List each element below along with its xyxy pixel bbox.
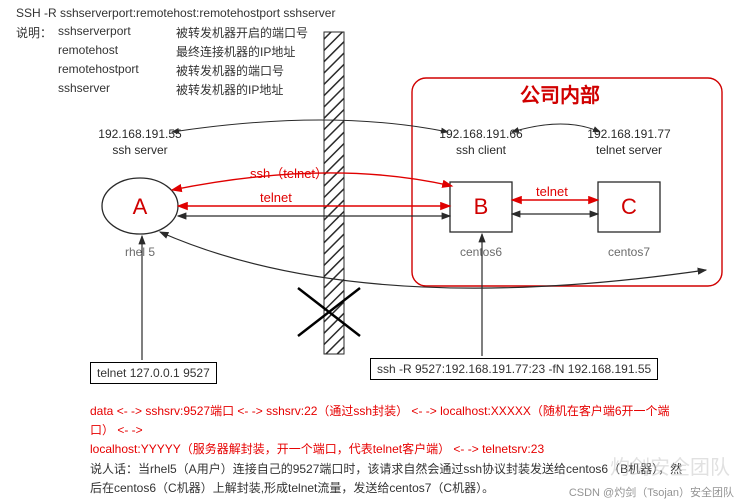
- node-c-os: centos7: [608, 245, 650, 259]
- label-telnet-ab: telnet: [260, 190, 292, 205]
- node-c-ip: 192.168.191.77: [587, 127, 671, 141]
- link-ip-ab: [172, 120, 448, 132]
- node-c-role: telnet server: [596, 143, 662, 157]
- credit-text: CSDN @灼剑（Tsojan）安全团队: [569, 484, 734, 500]
- node-a-letter: A: [133, 194, 148, 219]
- node-b-ip: 192.168.191.66: [439, 127, 523, 141]
- node-b-letter: B: [474, 194, 489, 219]
- node-a-ip: 192.168.191.55: [98, 127, 182, 141]
- node-a-os: rhel 5: [125, 245, 155, 259]
- node-c-letter: C: [621, 194, 637, 219]
- node-b-role: ssh client: [456, 143, 507, 157]
- company-title: 公司内部: [520, 83, 600, 107]
- flow-line-2: localhost:YYYYY（服务器解封装，开一个端口，代表telnet客户端…: [90, 440, 690, 459]
- node-b-os: centos6: [460, 245, 502, 259]
- label-telnet-bc: telnet: [536, 184, 568, 199]
- flow-line-1: data <- -> sshsrv:9527端口 <- -> sshsrv:22…: [90, 402, 690, 440]
- cmd-ssh-r: ssh -R 9527:192.168.191.77:23 -fN 192.16…: [370, 358, 658, 380]
- link-lower-arc: [160, 232, 706, 288]
- firewall-bar: [324, 32, 344, 354]
- cmd-telnet-local: telnet 127.0.0.1 9527: [90, 362, 217, 384]
- node-a-role: ssh server: [112, 143, 167, 157]
- label-ssh-telnet: ssh（telnet）: [250, 166, 328, 181]
